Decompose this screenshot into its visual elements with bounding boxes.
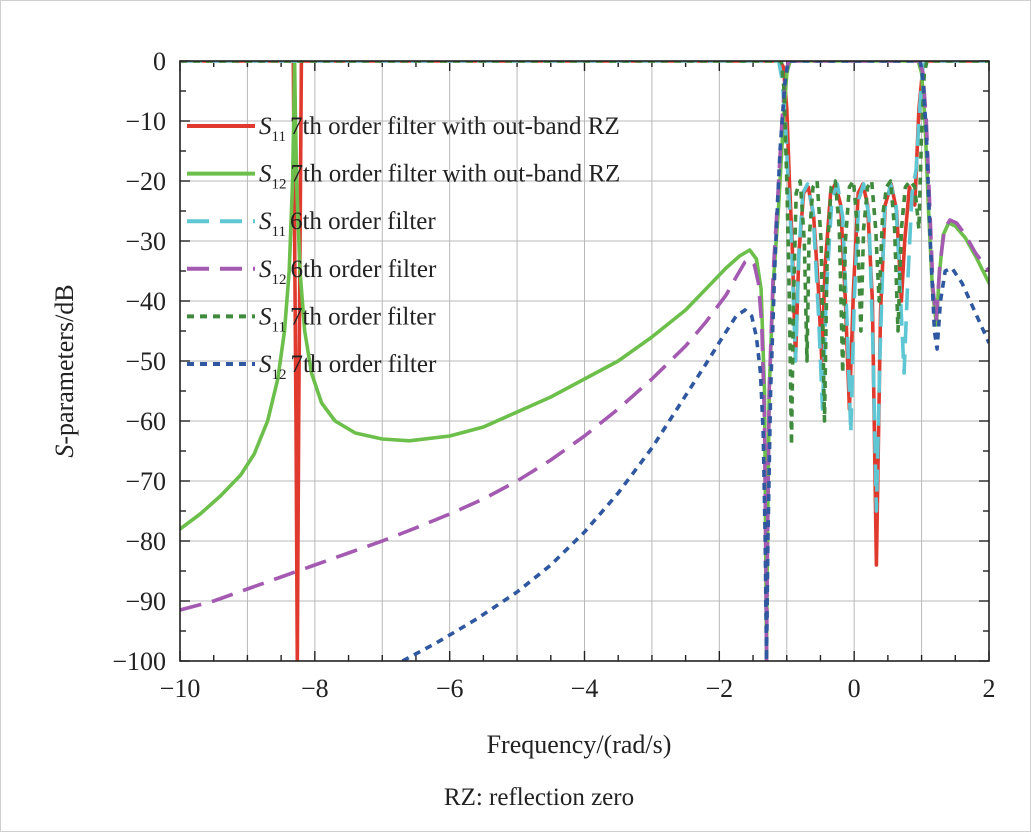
x-tick-label: −8 [301,674,329,703]
y-tick-label: −60 [125,407,166,436]
legend-text: 7th order filter with out-band RZ [290,113,620,140]
x-tick-label: −4 [571,674,599,703]
x-tick-label: −2 [705,674,733,703]
series-line-3 [180,61,989,513]
x-axis-title: Frequency/(rad/s) [487,730,672,759]
legend-text: 7th order filter with out-band RZ [291,161,621,188]
y-axis-title-symbol: S [50,445,79,458]
legend-symbol: S [259,113,272,140]
x-tick-labels: −10 −8 −6 −4 −2 0 2 [160,674,996,703]
legend-text: 6th order filter [291,256,437,283]
y-tick-label: −70 [125,467,166,496]
legend-symbol: S [259,256,272,283]
legend-label: S12 7th order filter [259,351,437,383]
y-tick-label: −80 [125,527,166,556]
legend-text: 7th order filter [290,303,436,330]
legend-subscript: 11 [272,129,286,145]
y-tick-label: −90 [125,587,166,616]
legend-subscript: 11 [272,319,286,335]
plot-area-border [179,60,990,662]
y-axis-title-rest: -parameters/dB [50,284,79,444]
legend-text: 7th order filter [291,351,437,378]
x-tick-label: −6 [436,674,464,703]
legend-label: S11 7th order filter with out-band RZ [259,113,620,145]
legend-symbol: S [259,351,272,378]
legend-label: S11 7th order filter [259,303,436,335]
legend-subscript: 11 [272,224,286,240]
legend-subscript: 12 [272,177,287,193]
legend-subscript: 12 [272,272,287,288]
x-tick-label: −10 [160,674,201,703]
series-line-5 [180,61,989,447]
y-tick-label: −10 [125,107,166,136]
legend-label: S12 6th order filter [259,256,437,288]
y-tick-label: −20 [125,167,166,196]
legend-label: S11 6th order filter [259,208,436,240]
series-line-2 [180,61,989,661]
y-tick-label: 0 [153,47,166,76]
legend-subscript: 12 [272,367,287,383]
series-line-6 [401,61,989,661]
y-tick-label: −100 [112,647,166,676]
x-tick-label: 0 [848,674,861,703]
footnote: RZ: reflection zero [444,784,634,811]
minor-ticks [179,60,990,662]
legend-symbol: S [259,303,272,330]
legend-symbol: S [259,161,272,188]
y-tick-label: −30 [125,227,166,256]
legend-label: S12 7th order filter with out-band RZ [259,161,620,193]
y-axis-title: S-parameters/dB [50,284,79,457]
curves [180,61,989,661]
y-tick-label: −40 [125,287,166,316]
x-tick-label: 2 [983,674,996,703]
y-tick-labels: 0 −10 −20 −30 −40 −50 −60 −70 −80 −90 −100 [112,47,166,676]
y-tick-label: −50 [125,347,166,376]
legend-text: 6th order filter [290,208,436,235]
legend-symbol: S [259,208,272,235]
